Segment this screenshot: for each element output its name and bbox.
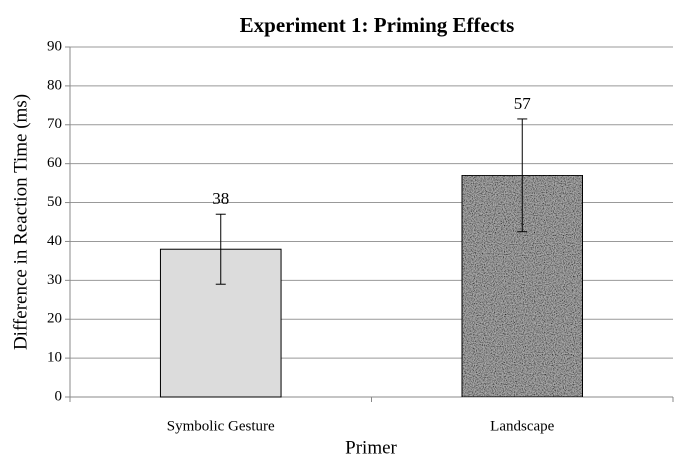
y-tick-label: 90: [47, 38, 62, 54]
y-axis-title: Difference in Reaction Time (ms): [10, 94, 31, 350]
x-tick-label: Landscape: [490, 418, 554, 434]
y-tick-label: 10: [47, 350, 62, 366]
y-tick-label: 70: [47, 116, 62, 132]
y-tick-label: 40: [47, 233, 62, 249]
chart-title: Experiment 1: Priming Effects: [240, 13, 515, 37]
y-tick-label: 30: [47, 272, 62, 288]
y-tick-label: 50: [47, 194, 62, 210]
y-tick-label: 80: [47, 77, 62, 93]
y-tick-label: 60: [47, 155, 62, 171]
y-tick-label: 0: [55, 388, 63, 404]
x-axis-title: Primer: [345, 437, 397, 458]
y-tick-label: 20: [47, 311, 62, 327]
data-label: 38: [212, 189, 229, 208]
data-label: 57: [514, 94, 532, 113]
x-tick-label: Symbolic Gesture: [167, 418, 275, 434]
